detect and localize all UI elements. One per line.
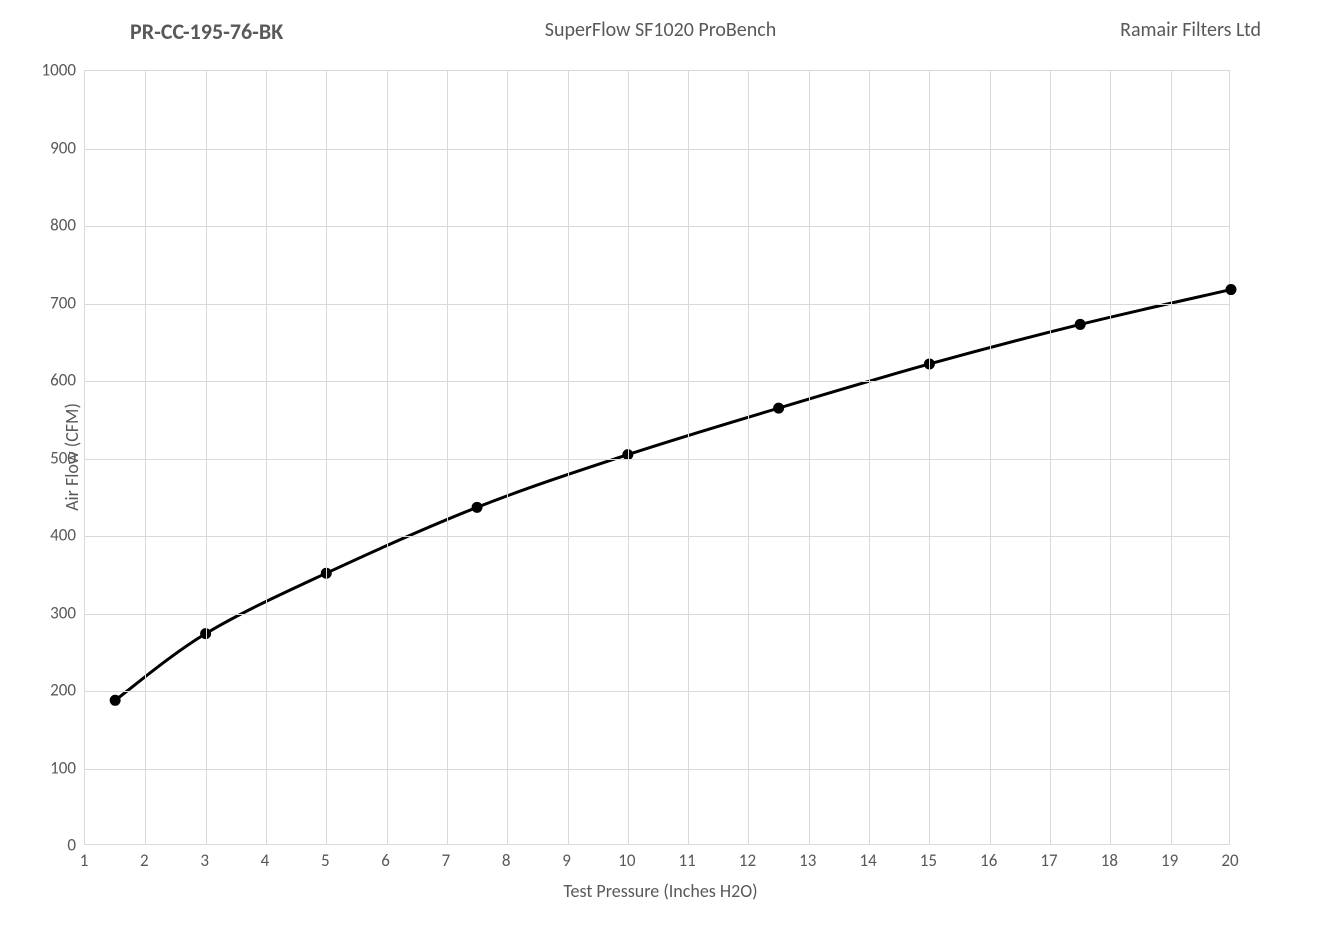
x-tick-label: 6: [381, 850, 390, 871]
data-marker: [110, 695, 120, 705]
data-marker: [472, 502, 482, 512]
grid-line-vertical: [568, 71, 569, 844]
chart-svg: [85, 71, 1229, 844]
x-tick-label: 3: [200, 850, 209, 871]
y-tick-label: 100: [6, 757, 76, 778]
x-axis-title: Test Pressure (Inches H2O): [0, 880, 1321, 902]
y-tick-label: 400: [6, 525, 76, 546]
x-tick-label: 2: [140, 850, 149, 871]
grid-line-horizontal: [85, 614, 1229, 615]
x-tick-label: 1: [80, 850, 89, 871]
y-tick-label: 500: [6, 447, 76, 468]
x-tick-label: 5: [321, 850, 330, 871]
grid-line-horizontal: [85, 691, 1229, 692]
y-tick-label: 900: [6, 137, 76, 158]
y-tick-label: 600: [6, 370, 76, 391]
x-tick-label: 4: [261, 850, 270, 871]
grid-line-vertical: [326, 71, 327, 844]
grid-line-vertical: [688, 71, 689, 844]
data-marker: [1226, 285, 1236, 295]
data-line: [115, 290, 1231, 701]
y-tick-label: 0: [6, 835, 76, 856]
y-tick-label: 1000: [6, 60, 76, 81]
x-tick-label: 19: [1161, 850, 1178, 871]
grid-line-vertical: [387, 71, 388, 844]
x-tick-label: 15: [920, 850, 937, 871]
header-right-title: Ramair Filters Ltd: [1120, 18, 1261, 42]
grid-line-vertical: [748, 71, 749, 844]
x-tick-label: 10: [618, 850, 635, 871]
y-tick-label: 200: [6, 680, 76, 701]
x-tick-label: 20: [1221, 850, 1238, 871]
grid-line-horizontal: [85, 381, 1229, 382]
x-tick-label: 13: [799, 850, 816, 871]
grid-line-vertical: [1050, 71, 1051, 844]
grid-line-horizontal: [85, 149, 1229, 150]
chart-container: SuperFlow SF1020 ProBench PR-CC-195-76-B…: [0, 0, 1321, 940]
grid-line-vertical: [145, 71, 146, 844]
y-tick-label: 800: [6, 215, 76, 236]
grid-line-horizontal: [85, 769, 1229, 770]
x-tick-label: 18: [1101, 850, 1118, 871]
grid-line-vertical: [990, 71, 991, 844]
grid-line-horizontal: [85, 459, 1229, 460]
grid-line-vertical: [929, 71, 930, 844]
x-tick-label: 12: [739, 850, 756, 871]
x-tick-label: 7: [442, 850, 451, 871]
grid-line-vertical: [628, 71, 629, 844]
grid-line-vertical: [507, 71, 508, 844]
data-marker: [1075, 319, 1085, 329]
grid-line-vertical: [1171, 71, 1172, 844]
grid-line-vertical: [869, 71, 870, 844]
grid-line-horizontal: [85, 226, 1229, 227]
x-tick-label: 16: [980, 850, 997, 871]
data-marker: [774, 403, 784, 413]
grid-line-vertical: [447, 71, 448, 844]
x-tick-label: 9: [562, 850, 571, 871]
grid-line-vertical: [206, 71, 207, 844]
grid-line-vertical: [266, 71, 267, 844]
grid-line-horizontal: [85, 304, 1229, 305]
y-tick-label: 700: [6, 292, 76, 313]
y-tick-label: 300: [6, 602, 76, 623]
grid-line-horizontal: [85, 536, 1229, 537]
x-tick-label: 8: [502, 850, 511, 871]
header-left-title: PR-CC-195-76-BK: [130, 18, 283, 45]
plot-area: [84, 70, 1230, 845]
grid-line-vertical: [809, 71, 810, 844]
chart-header: SuperFlow SF1020 ProBench PR-CC-195-76-B…: [0, 18, 1321, 58]
x-tick-label: 17: [1040, 850, 1057, 871]
x-tick-label: 14: [859, 850, 876, 871]
grid-line-vertical: [1110, 71, 1111, 844]
x-tick-label: 11: [679, 850, 696, 871]
